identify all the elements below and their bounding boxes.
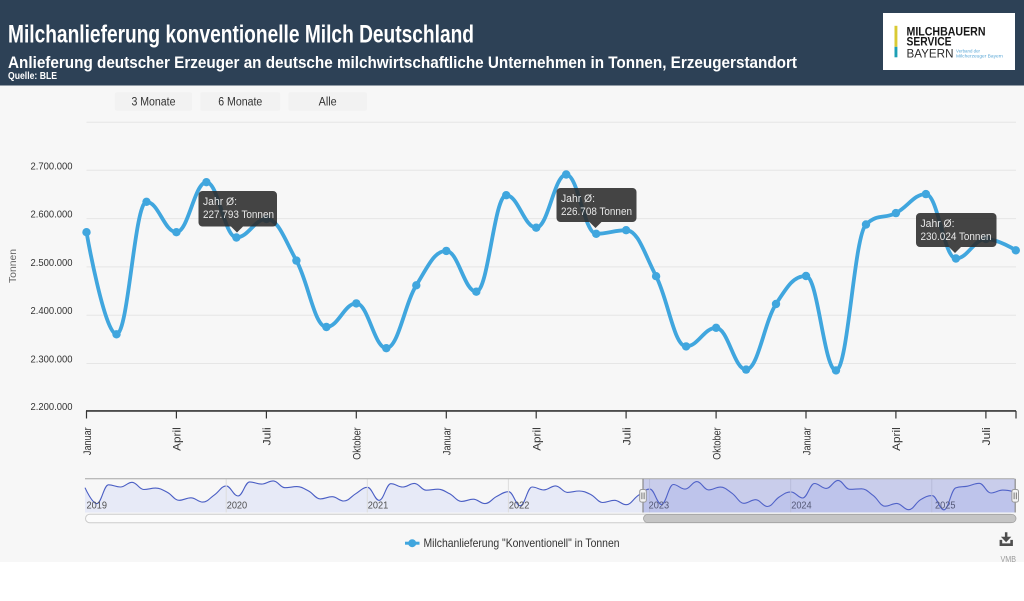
svg-text:Januar: Januar: [801, 427, 813, 455]
svg-text:2024: 2024: [791, 501, 812, 512]
svg-text:Quelle: BLE: Quelle: BLE: [8, 71, 57, 82]
svg-text:MILCHBAUERN: MILCHBAUERN: [907, 27, 986, 39]
svg-text:April: April: [172, 427, 184, 451]
svg-text:2021: 2021: [368, 501, 389, 512]
svg-text:Januar: Januar: [82, 427, 94, 455]
svg-text:Milchanlieferung konventionell: Milchanlieferung konventionelle Milch De…: [8, 21, 474, 49]
svg-text:2019: 2019: [87, 501, 108, 512]
svg-text:2.500.000: 2.500.000: [31, 257, 73, 269]
svg-text:Jahr Ø:: Jahr Ø:: [561, 193, 595, 205]
svg-text:Oktober: Oktober: [352, 427, 364, 460]
svg-text:2020: 2020: [227, 501, 248, 512]
svg-text:Alle: Alle: [319, 96, 337, 108]
svg-text:Juli: Juli: [262, 427, 274, 445]
svg-text:2.700.000: 2.700.000: [31, 160, 73, 172]
svg-text:Jahr Ø:: Jahr Ø:: [921, 218, 955, 230]
svg-text:Tonnen: Tonnen: [7, 249, 19, 283]
svg-text:2025: 2025: [935, 501, 956, 512]
svg-text:226.708 Tonnen: 226.708 Tonnen: [561, 206, 632, 218]
svg-text:2.600.000: 2.600.000: [31, 209, 73, 221]
svg-text:Jahr Ø:: Jahr Ø:: [203, 196, 237, 208]
svg-text:Januar: Januar: [442, 427, 454, 455]
svg-text:April: April: [532, 427, 544, 451]
svg-text:2.200.000: 2.200.000: [31, 401, 73, 413]
svg-text:SERVICE: SERVICE: [907, 36, 952, 48]
svg-text:2022: 2022: [509, 501, 530, 512]
svg-text:227.793 Tonnen: 227.793 Tonnen: [203, 209, 274, 221]
svg-text:3 Monate: 3 Monate: [131, 96, 175, 108]
svg-text:2.300.000: 2.300.000: [31, 354, 73, 366]
svg-text:2023: 2023: [649, 501, 670, 512]
svg-text:Juli: Juli: [981, 427, 993, 445]
svg-text:6 Monate: 6 Monate: [218, 96, 262, 108]
svg-text:2.400.000: 2.400.000: [31, 305, 73, 317]
svg-text:Juli: Juli: [621, 427, 633, 445]
svg-text:230.024 Tonnen: 230.024 Tonnen: [921, 231, 992, 243]
svg-text:Oktober: Oktober: [711, 427, 723, 460]
svg-text:Milcherzeuger Bayern: Milcherzeuger Bayern: [956, 54, 1003, 59]
svg-text:Verband der: Verband der: [956, 49, 980, 54]
svg-text:VMB: VMB: [1001, 555, 1017, 564]
svg-text:Milchanlieferung "Konventionel: Milchanlieferung "Konventionell" in Tonn…: [424, 536, 620, 550]
svg-text:BAYERN: BAYERN: [907, 49, 954, 61]
svg-text:April: April: [891, 427, 903, 451]
svg-text:Anlieferung deutscher Erzeuger: Anlieferung deutscher Erzeuger an deutsc…: [8, 54, 797, 72]
